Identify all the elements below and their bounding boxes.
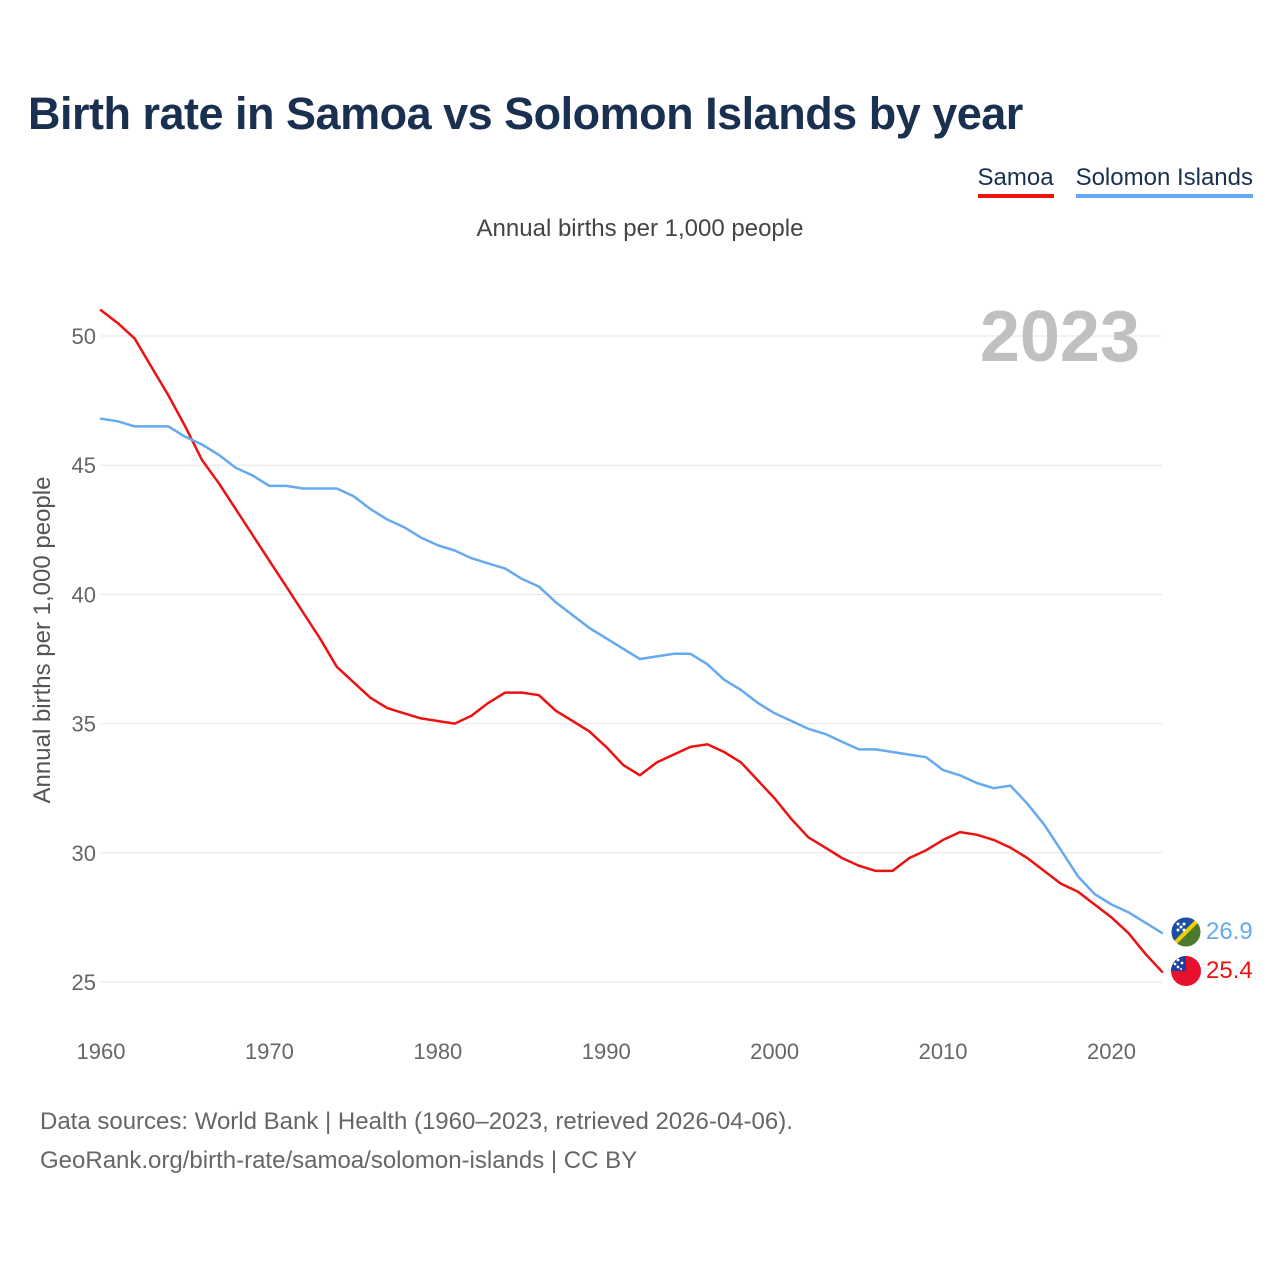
x-tick-1980: 1980 <box>413 1039 462 1064</box>
end-value-samoa: 25.4 <box>1206 957 1253 984</box>
x-tick-1990: 1990 <box>582 1039 631 1064</box>
x-tick-2000: 2000 <box>750 1039 799 1064</box>
legend-item-samoa[interactable]: Samoa <box>977 164 1054 198</box>
legend: Samoa Solomon Islands <box>977 164 1253 198</box>
series-line-solomon-islands <box>99 417 1164 935</box>
year-label: 2023 <box>980 297 1140 377</box>
source-line-1: Data sources: World Bank | Health (1960–… <box>40 1108 793 1135</box>
series-line-samoa <box>99 308 1164 973</box>
solomon-islands-flag-icon <box>1170 916 1202 948</box>
y-tick-25: 25 <box>72 970 96 995</box>
y-tick-45: 45 <box>72 453 96 478</box>
chart-title: Birth rate in Samoa vs Solomon Islands b… <box>28 88 1023 139</box>
end-value-solomon-islands: 26.9 <box>1206 918 1253 945</box>
samoa-flag-icon <box>1171 956 1201 986</box>
y-tick-40: 40 <box>72 582 96 607</box>
legend-item-solomon-islands[interactable]: Solomon Islands <box>1075 164 1253 198</box>
y-tick-50: 50 <box>72 324 96 349</box>
y-tick-30: 30 <box>72 841 96 866</box>
x-tick-2010: 2010 <box>919 1039 968 1064</box>
y-axis-label: Annual births per 1,000 people <box>29 477 56 804</box>
x-tick-1960: 1960 <box>77 1039 126 1064</box>
chart-subtitle: Annual births per 1,000 people <box>476 215 804 242</box>
x-tick-1970: 1970 <box>245 1039 294 1064</box>
source-line-2[interactable]: GeoRank.org/birth-rate/samoa/solomon-isl… <box>40 1147 638 1174</box>
x-tick-2020: 2020 <box>1087 1039 1136 1064</box>
y-tick-35: 35 <box>72 712 96 737</box>
